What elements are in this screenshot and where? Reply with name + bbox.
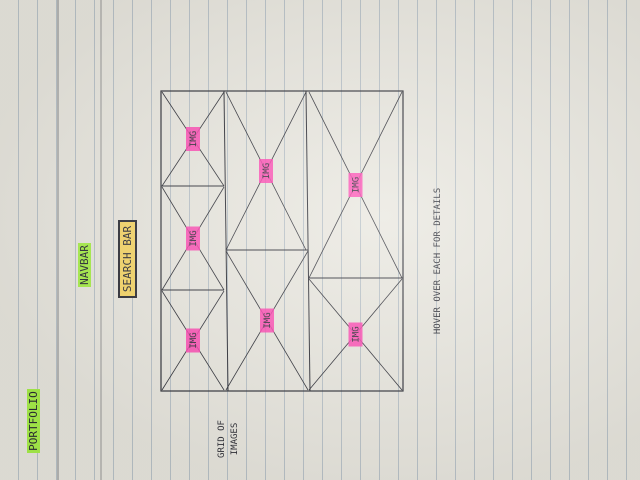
image-grid-wireframe: IMG IMG IMG IMG IMG IMG IMG [160,90,404,392]
image-cell: IMG [225,91,307,251]
img-highlight [186,127,200,151]
portfolio-logo-note: PORTFOLIO [27,381,41,461]
grid-caption: GRID OF IMAGES [217,420,240,458]
image-cell: IMG [308,91,403,279]
image-cell: IMG [161,91,225,187]
img-highlight [259,159,273,183]
img-placeholder-label: IMG [262,163,272,179]
img-highlight [260,308,274,333]
image-cell: IMG [161,290,225,391]
img-highlight [348,173,363,197]
hover-caption-note: HOVER OVER EACH FOR DETAILS [433,166,447,356]
img-placeholder-label: IMG [263,312,273,328]
img-highlight [186,328,200,353]
grid-caption-note: GRID OF IMAGES [216,404,246,474]
img-placeholder-label: IMG [352,326,362,342]
image-grid-sketch: IMG IMG IMG IMG IMG IMG IMG [160,90,404,392]
navbar-label: NAVBAR [78,243,91,287]
navbar-line [100,0,102,480]
img-placeholder-label: IMG [189,332,199,348]
navbar-note: NAVBAR [78,230,92,300]
img-placeholder-label: IMG [189,230,199,246]
hover-caption: HOVER OVER EACH FOR DETAILS [433,187,443,335]
img-highlight [186,226,200,251]
portfolio-label: PORTFOLIO [27,389,40,453]
image-cell: IMG [308,278,403,391]
search-bar-note: SEARCH BAR [118,214,139,304]
img-placeholder-label: IMG [352,177,362,193]
image-cell: IMG [225,250,309,391]
img-highlight [348,322,363,347]
img-placeholder-label: IMG [189,131,199,147]
notebook-margin-line [57,0,59,480]
image-cells: IMG IMG IMG IMG IMG IMG IMG [161,91,403,391]
image-cell: IMG [161,186,225,291]
search-bar-label: SEARCH BAR [118,219,137,299]
